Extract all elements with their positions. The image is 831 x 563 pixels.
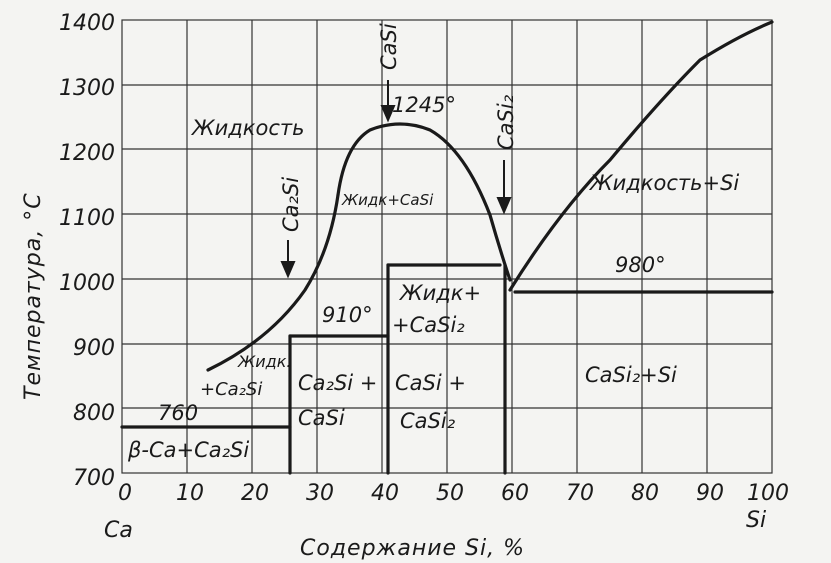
x-tick: 0 — [118, 481, 132, 506]
temp-980-label: 980° — [615, 253, 666, 277]
compound-arrows — [280, 80, 512, 279]
x-tick: 50 — [436, 481, 464, 506]
x-tick: 10 — [176, 481, 204, 506]
region-liquid-si: Жидкость+Si — [588, 171, 739, 195]
y-tick: 700 — [73, 466, 115, 491]
y-axis-title: Температура, °С — [21, 192, 46, 400]
region-casi-casi2-line1: CaSi + — [395, 371, 466, 395]
plot-grid — [121, 19, 773, 474]
x-tick: 90 — [696, 481, 724, 506]
region-casi2-si: CaSi₂+Si — [585, 363, 677, 387]
x-tick: 80 — [631, 481, 659, 506]
region-liquid: Жидкость — [190, 116, 304, 140]
liquidus-si — [508, 20, 774, 292]
region-liquid-ca2si-line2: +Ca₂Si — [200, 379, 262, 400]
x-axis-left-end: Ca — [104, 518, 133, 543]
y-tick: 1000 — [59, 271, 115, 296]
compound-casi-label: CaSi — [377, 23, 401, 70]
y-tick: 1300 — [59, 76, 115, 101]
region-ca2si-casi-line2: CaSi — [298, 406, 345, 430]
x-axis-right-end: Si — [746, 508, 766, 533]
x-tick: 100 — [747, 481, 789, 506]
x-tick: 20 — [241, 481, 269, 506]
x-tick: 60 — [501, 481, 529, 506]
y-tick: 1200 — [59, 141, 115, 166]
region-casi-casi2-line2: CaSi₂ — [400, 409, 456, 433]
compound-ca2si-label: Ca₂Si — [279, 177, 303, 232]
phase-boundaries — [120, 20, 774, 475]
x-tick: 40 — [371, 481, 399, 506]
x-axis-title: Содержание Si, % — [300, 536, 525, 561]
x-tick: 30 — [306, 481, 334, 506]
region-liquid-ca2si-line1: Жидк. — [237, 352, 291, 371]
temp-910-label: 910° — [322, 303, 373, 327]
liquidus-ca2si — [206, 193, 340, 372]
y-tick: 1400 — [59, 11, 115, 36]
y-tick-labels: 1400 1300 1200 1100 1000 900 800 700 — [59, 11, 115, 491]
temp-760-label: 760 — [158, 401, 198, 425]
compound-casi2-label: CaSi₂ — [494, 94, 518, 150]
y-tick: 800 — [73, 401, 115, 426]
region-liquid-casi: Жидк+CaSi — [341, 191, 434, 209]
x-tick-labels: 0 10 20 30 40 50 60 70 80 90 100 — [118, 481, 789, 506]
region-ca2si-casi-line1: Ca₂Si + — [298, 371, 377, 395]
y-tick: 1100 — [59, 206, 115, 231]
region-liquid-casi2-line2: +CaSi₂ — [392, 313, 465, 337]
region-beta-ca-ca2si: β-Ca+Ca₂Si — [127, 438, 249, 462]
x-tick: 70 — [566, 481, 594, 506]
temp-1245-label: 1245° — [392, 93, 456, 117]
liquidus-casi-dome — [336, 122, 512, 282]
region-liquid-casi2-line1: Жидк+ — [398, 281, 481, 305]
y-tick: 900 — [73, 336, 115, 361]
